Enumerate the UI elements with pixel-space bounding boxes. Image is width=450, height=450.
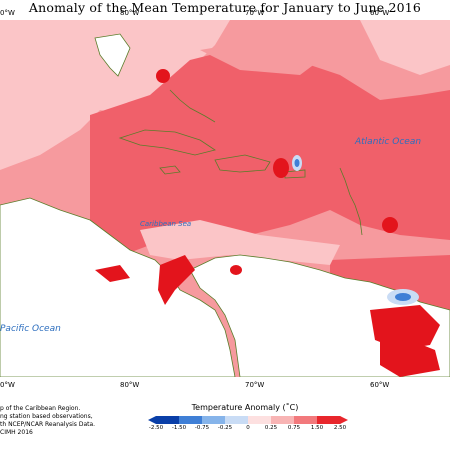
bahamas-outline [169, 89, 216, 123]
tick-top-80w: 80°W [120, 9, 140, 17]
map-title: Anomaly of the Mean Temperature for Janu… [28, 0, 422, 15]
legend-swatch [294, 416, 318, 424]
anomaly-map: Atlantic Ocean Caribbean Sea Pacific Oce… [0, 20, 450, 378]
credit-line-3: th NCEP/NCAR Reanalysis Data. [0, 421, 96, 428]
jamaica-outline [159, 165, 181, 175]
hotspot-bahamas [156, 69, 170, 83]
legend-swatch [248, 416, 272, 424]
anomaly-field-mid-red [90, 50, 450, 260]
hotspot-venezuela [230, 265, 242, 275]
legend-tick-label: 2.50 [333, 425, 347, 431]
tick-top-60w: 60°W [370, 9, 390, 17]
credit-line-2: ng station based observations, [0, 413, 93, 420]
legend-colorbar [148, 416, 348, 424]
legend-tick-label: 1.50 [310, 425, 324, 431]
tick-top-70w: 70°W [245, 9, 265, 17]
label-atlantic-ocean: Atlantic Ocean [354, 137, 421, 147]
legend-title: Temperature Anomaly (˚C) [191, 403, 299, 412]
tick-bottom-60w: 60°W [370, 381, 390, 389]
legend-arrow-low [148, 416, 156, 424]
coldspot-puerto-rico [294, 159, 300, 167]
anomaly-field-pale-nw [0, 20, 230, 170]
label-caribbean-sea: Caribbean Sea [140, 220, 191, 228]
map-canvas: Atlantic Ocean Caribbean Sea Pacific Oce… [0, 20, 450, 378]
legend-swatch [225, 416, 249, 424]
hotspot-guiana-north [370, 305, 440, 350]
coldspot-guiana [395, 293, 411, 301]
legend-arrow-high [340, 416, 348, 424]
legend-swatch [271, 416, 295, 424]
legend-tick-label: 0 [246, 425, 250, 431]
legend-swatch [317, 416, 341, 424]
hotspot-east-caribbean [382, 217, 398, 233]
hotspot-guiana-south [380, 340, 440, 377]
legend-tick-label: -1.50 [171, 425, 187, 431]
tick-bottom-70w: 70°W [245, 381, 265, 389]
tick-bottom-left: 0°W [0, 381, 15, 389]
anomaly-field-pale-ne [360, 20, 450, 75]
credit-line-4: CIMH 2016 [0, 429, 33, 436]
anomaly-field-light-red-north [200, 40, 320, 75]
hotspot-honduras [95, 265, 130, 282]
legend-swatch [202, 416, 226, 424]
cuba-outline [118, 129, 216, 156]
legend-tick-label: -0.25 [217, 425, 233, 431]
lesser-antilles-outline [339, 167, 363, 236]
legend-tick-label: 0.75 [287, 425, 301, 431]
credit-line-1: p of the Caribbean Region. [0, 405, 81, 412]
legend-tick-label: -0.75 [194, 425, 210, 431]
florida-land [94, 33, 131, 77]
hotspot-hispaniola [273, 158, 289, 178]
legend-swatch [179, 416, 203, 424]
legend-swatch [156, 416, 180, 424]
hispaniola-outline [214, 154, 271, 173]
legend-tick-label: 0.25 [264, 425, 278, 431]
legend-tick-label: -2.50 [148, 425, 164, 431]
label-pacific-ocean: Pacific Ocean [0, 324, 61, 334]
anomaly-field-pale-belt [140, 220, 340, 265]
hotspot-colombia-coast [158, 255, 195, 305]
tick-bottom-80w: 80°W [120, 381, 140, 389]
tick-top-left: 0°W [0, 9, 15, 17]
